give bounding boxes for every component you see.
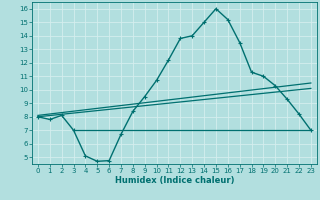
- X-axis label: Humidex (Indice chaleur): Humidex (Indice chaleur): [115, 176, 234, 185]
